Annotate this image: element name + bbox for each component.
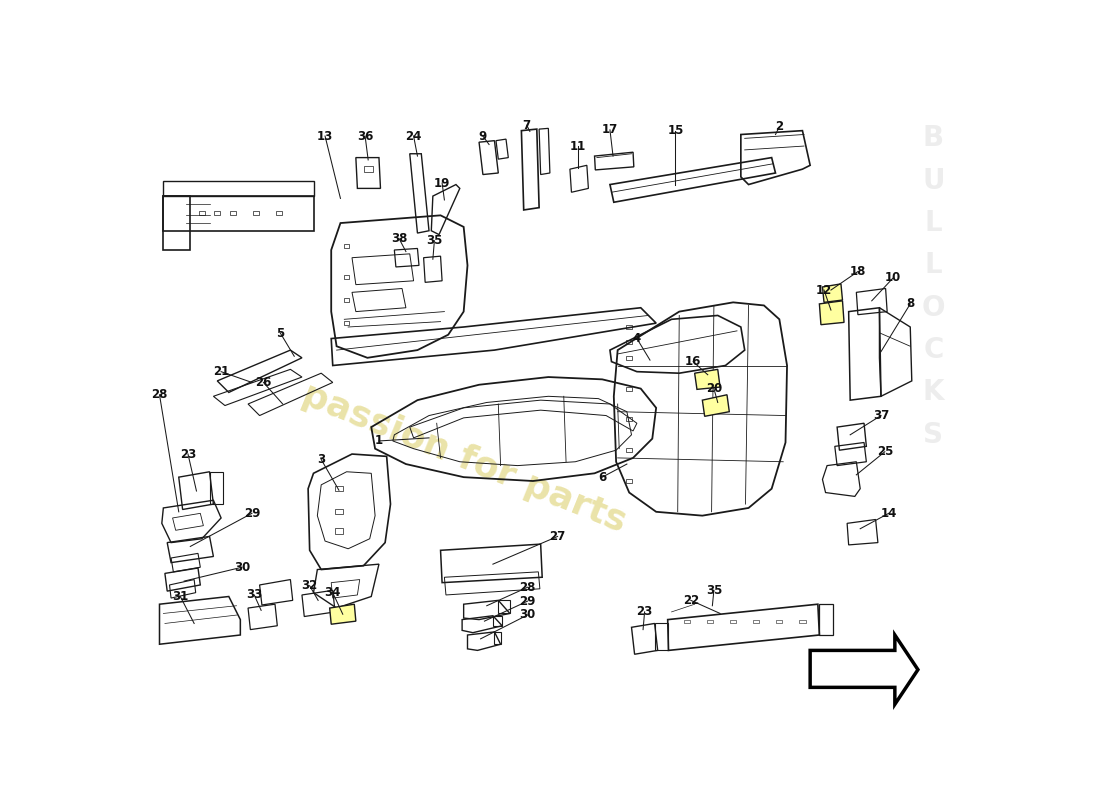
Text: 19: 19 bbox=[433, 177, 450, 190]
Text: 24: 24 bbox=[406, 130, 421, 142]
Text: 35: 35 bbox=[426, 234, 442, 247]
Text: 11: 11 bbox=[570, 139, 585, 153]
Text: 21: 21 bbox=[213, 365, 229, 378]
Text: 35: 35 bbox=[706, 584, 722, 597]
Text: 31: 31 bbox=[173, 590, 188, 603]
Text: 7: 7 bbox=[522, 118, 531, 132]
Bar bbox=[626, 386, 632, 390]
Text: 26: 26 bbox=[255, 376, 272, 389]
Text: 12: 12 bbox=[816, 283, 832, 297]
Polygon shape bbox=[695, 370, 721, 390]
Text: 13: 13 bbox=[317, 130, 333, 142]
Bar bbox=[626, 325, 632, 329]
Polygon shape bbox=[810, 635, 917, 704]
Text: 20: 20 bbox=[706, 382, 722, 395]
Bar bbox=[344, 322, 350, 325]
Text: 22: 22 bbox=[683, 594, 698, 607]
Text: 2: 2 bbox=[776, 120, 783, 134]
Bar bbox=[707, 620, 713, 623]
Text: 30: 30 bbox=[519, 609, 536, 622]
Text: 9: 9 bbox=[478, 130, 487, 142]
Text: 1: 1 bbox=[375, 434, 383, 447]
Text: 23: 23 bbox=[637, 606, 652, 618]
Bar bbox=[199, 211, 205, 215]
Text: L: L bbox=[924, 209, 943, 237]
Bar bbox=[626, 448, 632, 452]
Polygon shape bbox=[823, 284, 843, 302]
Text: 5: 5 bbox=[276, 326, 285, 340]
Text: 14: 14 bbox=[880, 507, 896, 520]
Text: 32: 32 bbox=[301, 579, 318, 592]
Text: passion for parts: passion for parts bbox=[297, 377, 630, 538]
Bar bbox=[800, 620, 805, 623]
Bar bbox=[344, 298, 350, 302]
Bar bbox=[344, 244, 350, 248]
Text: 6: 6 bbox=[598, 470, 606, 484]
Text: 27: 27 bbox=[550, 530, 565, 543]
Text: 4: 4 bbox=[632, 332, 641, 345]
Text: 10: 10 bbox=[886, 271, 901, 284]
Bar bbox=[214, 211, 220, 215]
Text: B: B bbox=[923, 124, 944, 152]
Bar bbox=[777, 620, 782, 623]
Text: K: K bbox=[923, 378, 944, 406]
Text: 15: 15 bbox=[668, 124, 683, 137]
Polygon shape bbox=[330, 604, 356, 624]
Text: 36: 36 bbox=[356, 130, 373, 142]
Text: U: U bbox=[922, 166, 945, 194]
Bar bbox=[730, 620, 736, 623]
Bar bbox=[336, 528, 343, 534]
Text: 29: 29 bbox=[244, 507, 260, 520]
Text: 23: 23 bbox=[180, 447, 196, 461]
Text: 18: 18 bbox=[849, 265, 866, 278]
Text: 28: 28 bbox=[519, 581, 536, 594]
Text: 28: 28 bbox=[152, 388, 167, 402]
Bar bbox=[344, 275, 350, 279]
Bar bbox=[336, 486, 343, 491]
Text: 29: 29 bbox=[519, 594, 536, 608]
Bar bbox=[754, 620, 759, 623]
Polygon shape bbox=[820, 301, 844, 325]
Bar bbox=[253, 211, 258, 215]
Text: 3: 3 bbox=[317, 453, 326, 466]
Text: 25: 25 bbox=[877, 446, 893, 458]
Text: L: L bbox=[924, 251, 943, 279]
Text: 38: 38 bbox=[390, 232, 407, 245]
Bar bbox=[626, 356, 632, 360]
Text: O: O bbox=[922, 294, 945, 322]
Bar bbox=[626, 341, 632, 344]
Text: 37: 37 bbox=[873, 409, 889, 422]
Bar bbox=[626, 479, 632, 483]
Text: 34: 34 bbox=[324, 586, 341, 599]
Bar bbox=[336, 509, 343, 514]
Text: 33: 33 bbox=[246, 589, 262, 602]
Text: 16: 16 bbox=[685, 355, 702, 368]
Bar bbox=[363, 166, 373, 172]
Bar bbox=[230, 211, 235, 215]
Text: S: S bbox=[923, 421, 944, 449]
Bar bbox=[684, 620, 690, 623]
Text: 17: 17 bbox=[602, 123, 618, 136]
Bar bbox=[626, 418, 632, 422]
Text: C: C bbox=[923, 336, 944, 364]
Text: 8: 8 bbox=[906, 298, 914, 310]
Text: 30: 30 bbox=[234, 561, 250, 574]
Bar bbox=[276, 211, 282, 215]
Polygon shape bbox=[703, 394, 729, 416]
